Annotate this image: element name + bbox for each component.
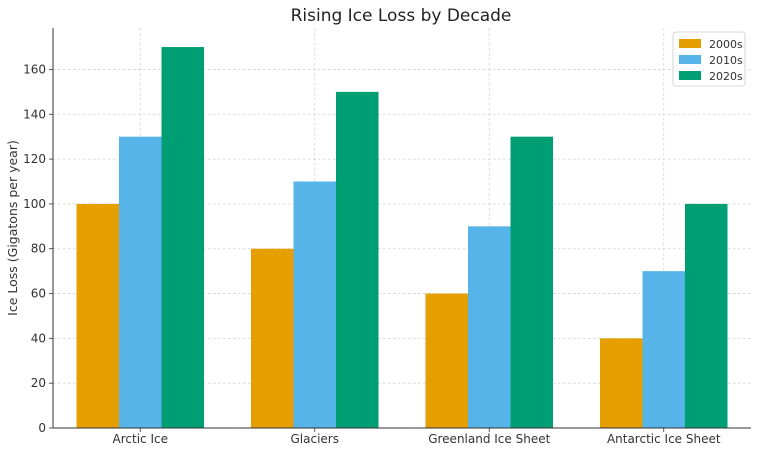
y-tick-label: 0 [38,421,46,435]
bar-2010s-antarctic-ice-sheet [642,271,685,428]
y-axis-label: Ice Loss (Gigatons per year) [5,140,20,316]
bar-2000s-greenland-ice-sheet [425,293,468,428]
axes: 0 20 40 60 80 100 120 140 160 Arctic Ice Glaciers G… [23,28,751,446]
bar-2000s-antarctic-ice-sheet [600,338,643,428]
legend-swatch [679,55,701,64]
y-tick-label: 20 [31,376,46,390]
x-tick-label: Greenland Ice Sheet [428,432,550,446]
bars [76,47,728,429]
legend-swatch [679,71,701,80]
chart-title: Rising Ice Loss by Decade [291,6,512,26]
legend-swatch [679,39,701,48]
legend-label: 2010s [709,54,743,67]
bar-2020s-arctic-ice [161,47,204,429]
legend: 2000s 2010s 2020s [672,31,746,87]
x-tick-label: Glaciers [291,432,340,446]
legend-label: 2020s [709,70,743,83]
x-tick-label: Antarctic Ice Sheet [607,432,721,446]
y-tick-label: 60 [31,287,46,301]
y-tick-label: 40 [31,331,46,345]
legend-label: 2000s [709,38,743,51]
bar-2010s-arctic-ice [119,136,162,428]
bar-2000s-arctic-ice [76,203,119,428]
bar-2020s-glaciers [336,91,379,429]
bar-2000s-glaciers [251,248,294,428]
x-tick-label: Arctic Ice [113,432,168,446]
bar-2020s-greenland-ice-sheet [510,136,553,428]
bar-2020s-antarctic-ice-sheet [685,203,728,428]
y-tick-label: 160 [23,62,46,76]
y-tick-label: 140 [23,107,46,121]
y-tick-label: 80 [31,242,46,256]
bar-2010s-greenland-ice-sheet [468,226,511,428]
y-tick-label: 120 [23,152,46,166]
y-tick-label: 100 [23,197,46,211]
bar-2010s-glaciers [293,181,336,428]
